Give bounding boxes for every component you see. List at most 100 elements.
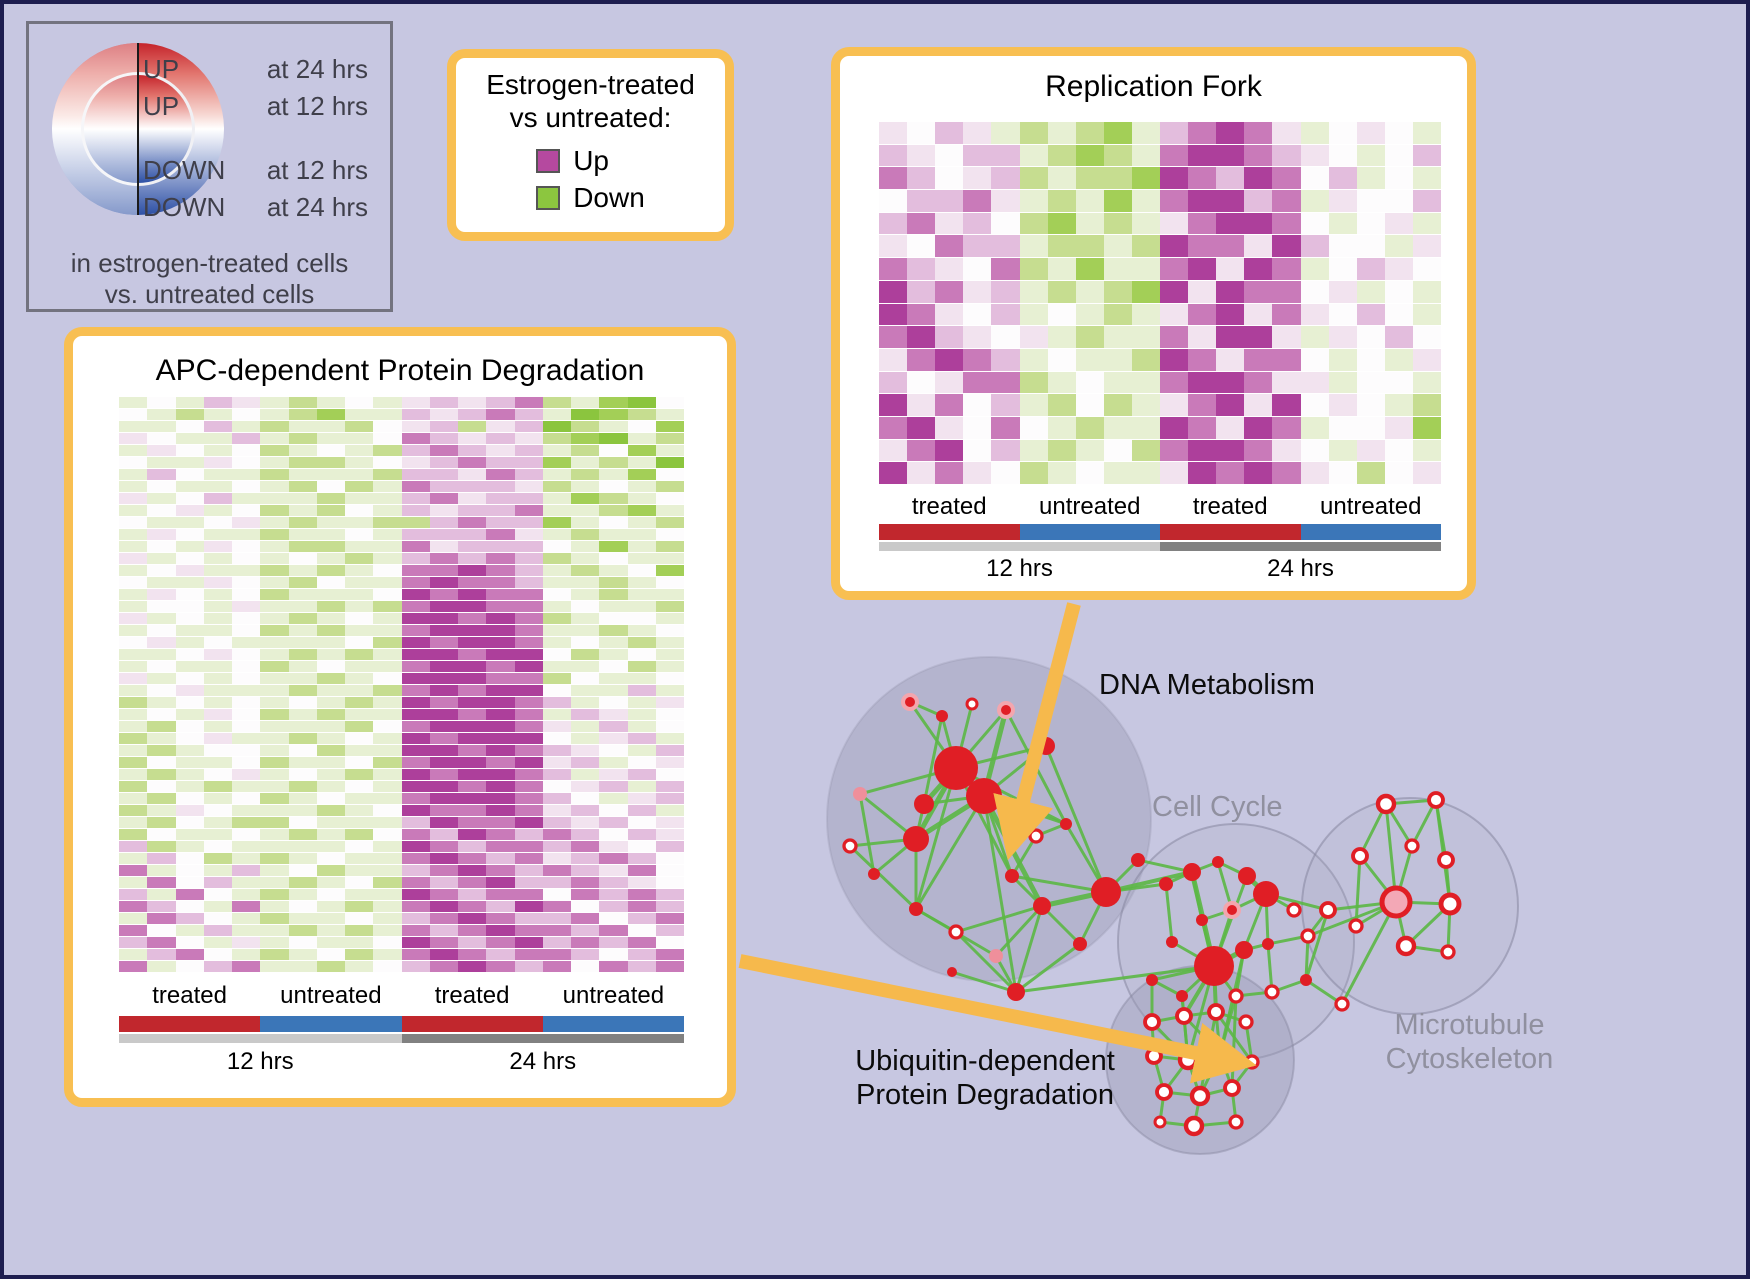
network-edge bbox=[1434, 798, 1452, 906]
network-edge bbox=[1104, 858, 1140, 894]
network-edge bbox=[1244, 1020, 1254, 1064]
gene-node bbox=[1145, 1047, 1163, 1065]
network-edge bbox=[1306, 900, 1398, 938]
time-label: at 12 hrs bbox=[266, 155, 368, 185]
network-edge bbox=[1306, 908, 1330, 938]
network-edge bbox=[1234, 948, 1246, 998]
gene-node bbox=[1404, 838, 1420, 854]
network-edge bbox=[1214, 1010, 1222, 1056]
gene-node bbox=[1131, 853, 1145, 867]
gene-node bbox=[1238, 867, 1256, 885]
network-edge bbox=[1244, 873, 1269, 897]
network-edge bbox=[982, 794, 1068, 826]
network-edge bbox=[921, 765, 959, 807]
network-edge bbox=[1182, 1014, 1190, 1062]
gene-node bbox=[1189, 1085, 1211, 1107]
network-edge bbox=[1186, 1058, 1202, 1098]
network-edge bbox=[1034, 822, 1068, 838]
gene-node bbox=[947, 967, 957, 977]
gene-node bbox=[1155, 1083, 1173, 1101]
network-edge bbox=[1158, 1120, 1196, 1128]
gene-node bbox=[1286, 902, 1302, 918]
network-edge bbox=[908, 700, 944, 718]
network-edge bbox=[1230, 994, 1238, 1090]
apc-time-bar bbox=[119, 1034, 684, 1043]
untreated-bar-segment bbox=[1300, 524, 1441, 540]
network-edge bbox=[1180, 964, 1216, 998]
network-edge bbox=[1078, 890, 1108, 946]
network-edge bbox=[982, 744, 1048, 798]
gene-node bbox=[948, 924, 964, 940]
gene-node bbox=[1438, 892, 1462, 916]
network-edge bbox=[1404, 902, 1452, 948]
network-edge bbox=[982, 794, 1018, 994]
treated-bar-segment bbox=[879, 524, 1020, 540]
gene-node bbox=[1300, 974, 1312, 986]
gene-node bbox=[1153, 1115, 1167, 1129]
cell-cycle-label: Cell Cycle bbox=[1152, 791, 1283, 823]
network-edge bbox=[1170, 940, 1216, 968]
network-edge bbox=[1150, 978, 1184, 998]
network-edge bbox=[1230, 1060, 1254, 1090]
network-edge bbox=[1266, 942, 1274, 994]
network-edge bbox=[1162, 1090, 1202, 1098]
network-edge bbox=[1200, 908, 1234, 922]
estrogen-legend-title: Estrogen-treated vs untreated: bbox=[456, 68, 725, 134]
rf-time-labels: 12 hrs 24 hrs bbox=[879, 555, 1441, 583]
network-edge bbox=[1186, 1052, 1222, 1062]
estrogen-legend-items: Up Down bbox=[536, 140, 645, 214]
network-edge bbox=[1182, 964, 1216, 1018]
gene-node bbox=[1264, 984, 1280, 1000]
gene-node bbox=[1262, 938, 1274, 950]
gene-node bbox=[1037, 737, 1055, 755]
apc-time-labels: 12 hrs 24 hrs bbox=[119, 1048, 684, 1076]
network-edge bbox=[1266, 934, 1310, 946]
microtubule-cytoskeleton-label: Microtubule Cytoskeleton bbox=[1372, 1008, 1567, 1076]
network-edge bbox=[1216, 860, 1249, 878]
gene-node bbox=[1235, 941, 1253, 959]
network-edge bbox=[1010, 874, 1044, 908]
network-edge bbox=[922, 794, 986, 806]
gene-node bbox=[1244, 1054, 1260, 1070]
panel-to-cluster-arrow bbox=[993, 602, 1081, 861]
network-edge bbox=[1242, 892, 1268, 952]
untreated-bar-segment bbox=[1019, 524, 1160, 540]
gene-node bbox=[1166, 936, 1178, 948]
network-edge bbox=[1358, 802, 1388, 858]
condition-label-treated: treated bbox=[434, 982, 510, 1009]
gene-node bbox=[868, 868, 880, 880]
network-edge bbox=[994, 954, 1018, 994]
dna-metabolism-label: DNA Metabolism bbox=[1099, 669, 1315, 701]
network-edge bbox=[914, 766, 958, 911]
gene-node bbox=[997, 701, 1015, 719]
network-edge bbox=[1230, 892, 1268, 912]
network-edge bbox=[848, 837, 918, 848]
gene-node bbox=[1253, 881, 1279, 907]
network-edge bbox=[1358, 854, 1398, 904]
ubiquitin-label-line1: Ubiquitin-dependent bbox=[855, 1045, 1115, 1077]
network-edge bbox=[1434, 798, 1448, 862]
treated-bar-segment bbox=[401, 1016, 543, 1032]
network-edge bbox=[950, 970, 1018, 994]
gene-node bbox=[1300, 928, 1316, 944]
network-edge bbox=[1010, 834, 1038, 878]
network-edge bbox=[1214, 1010, 1248, 1024]
condition-label-untreated: untreated bbox=[280, 982, 382, 1009]
gene-node bbox=[1159, 877, 1173, 891]
gene-node bbox=[1183, 1115, 1205, 1137]
gene-node bbox=[1238, 1014, 1254, 1030]
network-edge bbox=[940, 714, 958, 770]
network-edge bbox=[954, 744, 1048, 770]
gene-node bbox=[1176, 990, 1188, 1002]
cluster-microtubule-cytoskeleton bbox=[1301, 797, 1519, 1015]
legend-row-down-24hrs: DOWN at 24 hrs bbox=[143, 192, 368, 223]
gene-node bbox=[1146, 974, 1158, 986]
apc-heatmap bbox=[119, 397, 684, 972]
gene-node bbox=[1143, 1013, 1161, 1031]
network-edge bbox=[1212, 964, 1218, 1014]
network-edge bbox=[1180, 994, 1190, 1062]
network-edge bbox=[1218, 994, 1238, 1056]
network-edge bbox=[1104, 882, 1168, 894]
legend-item-down: Down bbox=[536, 182, 645, 214]
network-edge bbox=[858, 792, 918, 841]
